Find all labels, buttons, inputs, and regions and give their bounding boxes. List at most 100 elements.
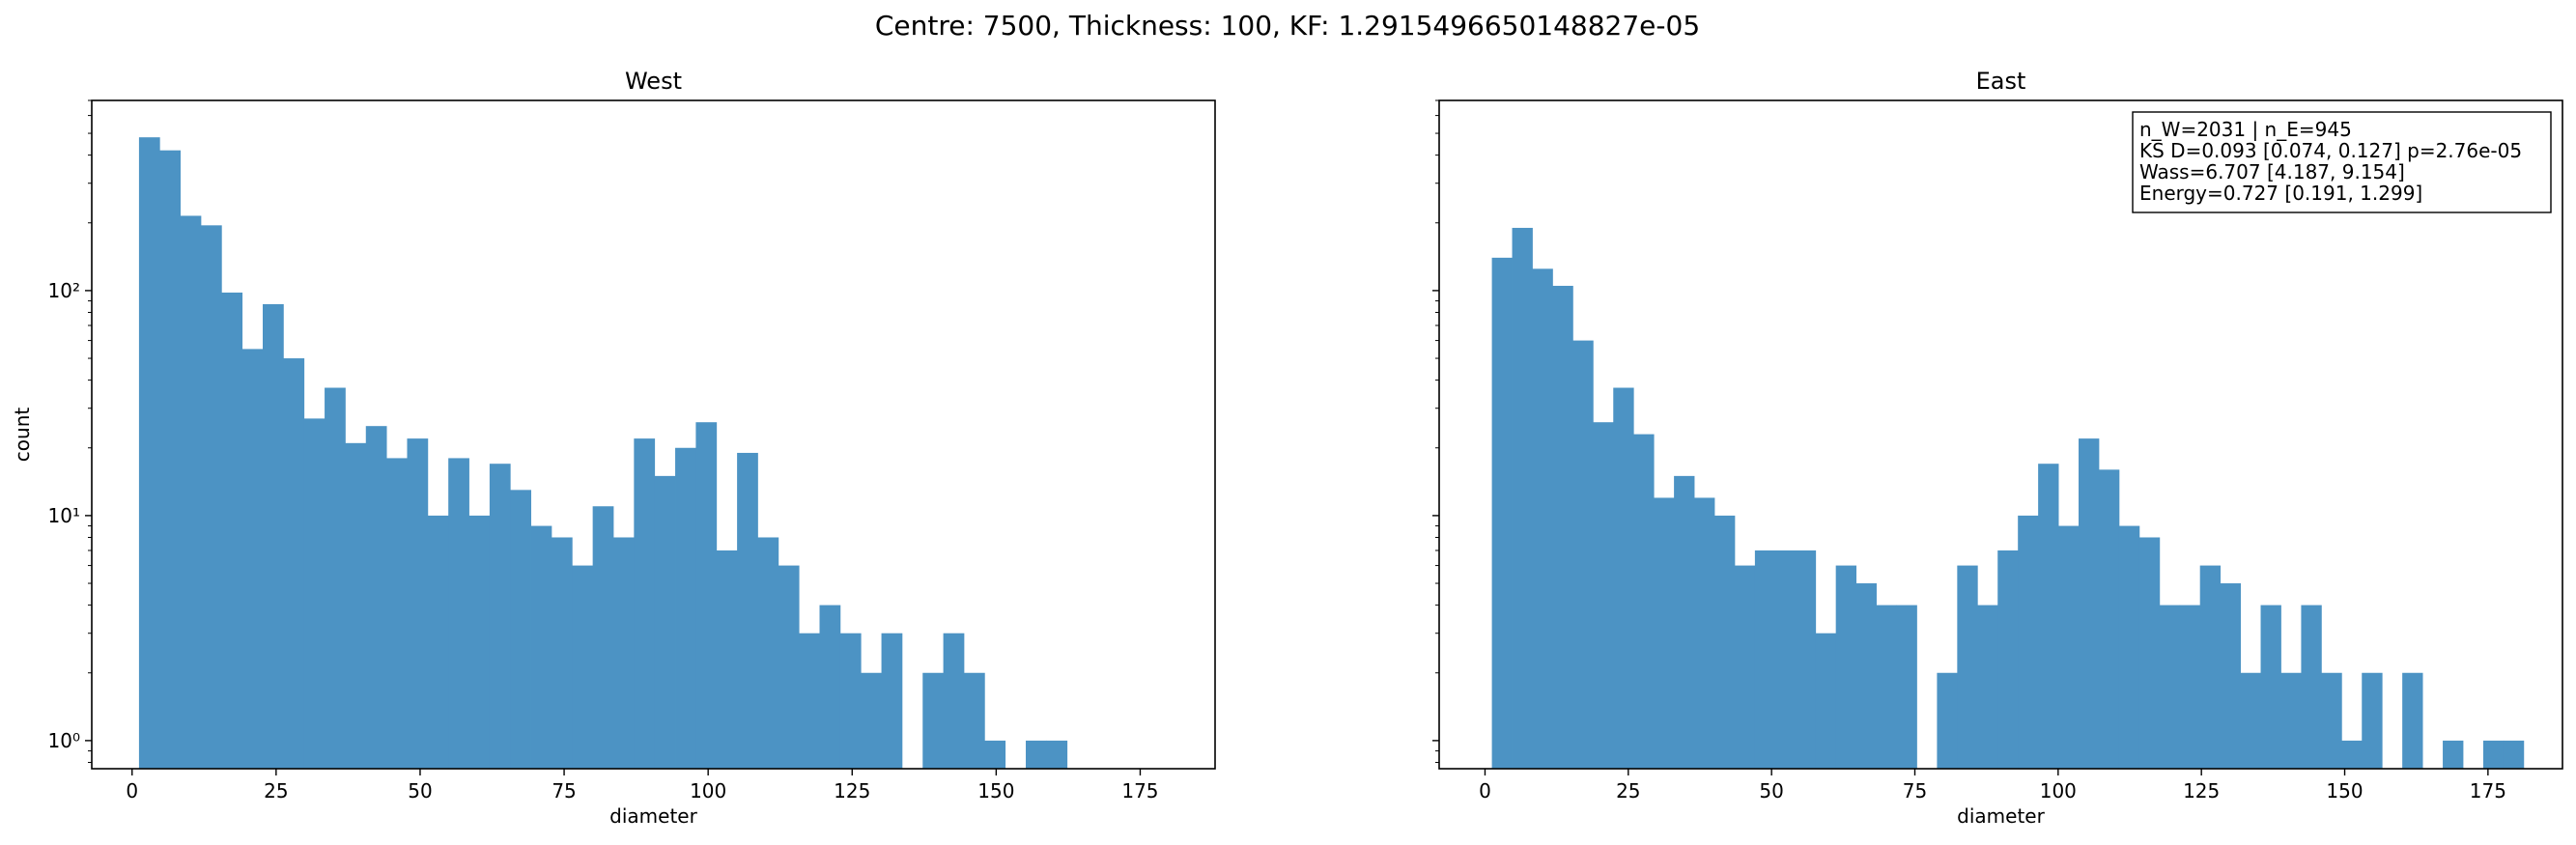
east-histogram-bar	[2482, 740, 2505, 769]
east-histogram-bar	[2321, 672, 2342, 769]
west-histogram-bar	[861, 672, 882, 769]
east-histogram-bar	[2443, 740, 2464, 769]
west-histogram-bar	[241, 349, 264, 769]
east-x-tick-label: 125	[2183, 779, 2220, 803]
west-x-axis-label: diameter	[609, 804, 697, 828]
west-histogram-bar	[159, 150, 182, 769]
east-histogram-bar	[1512, 227, 1533, 769]
west-histogram-bar	[489, 464, 511, 769]
west-histogram-bar	[530, 525, 552, 769]
east-histogram-bar	[2138, 537, 2161, 769]
west-histogram-bar	[716, 549, 738, 769]
east-histogram-bar	[1713, 515, 1736, 769]
east-histogram-bar	[1572, 340, 1594, 769]
west-x-tick-label: 100	[690, 779, 726, 803]
east-histogram-bar	[1633, 434, 1655, 769]
west-histogram-bar	[634, 438, 656, 769]
west-y-tick-label: 10¹	[48, 504, 80, 527]
figure-title: Centre: 7500, Thickness: 100, KF: 1.2915…	[875, 10, 1700, 42]
west-histogram-bar	[303, 418, 326, 769]
stats-line: Energy=0.727 [0.191, 1.299]	[2139, 182, 2422, 205]
east-histogram-bar	[2079, 438, 2100, 769]
west-histogram-bar	[345, 442, 367, 769]
west-histogram-bar	[510, 490, 531, 769]
east-histogram-bar	[2118, 525, 2140, 769]
east-histogram-bar	[2058, 525, 2080, 769]
panel-east: 0 25 50 75 100 125 150 175 East diameter n_W=2031 …	[1432, 68, 2563, 828]
west-histogram-bar	[695, 422, 718, 769]
east-x-axis-label: diameter	[1957, 804, 2045, 828]
east-histogram-bar	[1654, 497, 1675, 769]
east-histogram-bar	[1593, 422, 1614, 769]
west-panel-title: West	[625, 68, 682, 95]
west-histogram-bar	[984, 740, 1006, 769]
west-histogram-bar	[943, 633, 965, 769]
west-histogram-bar	[819, 605, 841, 769]
west-histogram-bar	[551, 537, 573, 769]
west-y-tick-label: 10⁰	[48, 729, 80, 752]
east-histogram-bar	[2260, 605, 2281, 769]
east-histogram-bar	[2159, 605, 2181, 769]
stats-line: Wass=6.707 [4.187, 9.154]	[2139, 160, 2405, 183]
east-histogram-bar	[1957, 565, 1978, 769]
west-histogram-bar	[757, 537, 779, 769]
west-histogram-bar	[778, 565, 800, 769]
west-histogram-bar	[386, 458, 408, 769]
west-histogram-bar	[283, 358, 305, 769]
panel-west: 0 25 50 75 100 125 150 175 10⁰ 10¹ 10² West diameter…	[11, 68, 1216, 828]
west-histogram-bar	[612, 537, 635, 769]
west-histogram-bar	[1046, 740, 1068, 769]
west-histogram-bar	[675, 447, 696, 769]
east-histogram-bar	[1977, 605, 1998, 769]
east-x-tick-label: 150	[2326, 779, 2363, 803]
east-histogram-bar	[1774, 549, 1797, 769]
west-axes-frame	[91, 99, 1216, 770]
west-histogram-bar	[427, 515, 449, 769]
west-x-tick-label: 0	[126, 779, 138, 803]
east-histogram-bar	[1694, 497, 1715, 769]
east-histogram-bar	[1674, 475, 1695, 769]
west-histogram-bar	[325, 387, 346, 769]
west-x-tick-label: 175	[1121, 779, 1158, 803]
east-histogram-bar	[1997, 549, 2019, 769]
east-histogram-bar	[2199, 565, 2222, 769]
west-histogram-bar	[922, 672, 945, 769]
east-histogram-bar	[1532, 268, 1553, 769]
east-panel-title: East	[1976, 68, 2026, 95]
west-histogram-bar	[839, 633, 862, 769]
west-histogram-bar	[448, 458, 469, 769]
west-histogram-bar	[799, 633, 820, 769]
east-histogram-bar	[2220, 583, 2241, 769]
west-histogram-bar	[592, 506, 614, 769]
east-histogram-bar	[2018, 515, 2039, 769]
west-histogram-bar	[468, 515, 491, 769]
stats-box	[2132, 111, 2552, 213]
east-histogram-bar	[1754, 549, 1776, 769]
east-histogram-bar	[2038, 464, 2059, 769]
east-histogram-bar	[1835, 565, 1857, 769]
west-histogram-bar	[200, 225, 222, 769]
stats-line: n_W=2031 | n_E=945	[2139, 118, 2352, 141]
west-histogram-bar	[1026, 740, 1047, 769]
west-x-tick-label: 25	[264, 779, 288, 803]
west-histogram-bar	[654, 475, 676, 769]
east-histogram-bar	[1815, 633, 1837, 769]
east-histogram-bar	[2402, 672, 2423, 769]
west-histogram-bar	[138, 137, 160, 769]
east-histogram-bar	[1734, 565, 1756, 769]
west-histogram-bar	[407, 438, 429, 769]
east-x-tick-label: 25	[1616, 779, 1640, 803]
east-histogram-bar	[2280, 672, 2302, 769]
east-histogram-bar	[1552, 285, 1573, 769]
west-histogram-bar	[881, 633, 903, 769]
west-histogram-bar	[365, 426, 387, 769]
east-histogram-bar	[1855, 583, 1877, 769]
west-x-tick-label: 125	[834, 779, 870, 803]
east-histogram-bar	[2362, 672, 2383, 769]
west-y-tick-label: 10²	[48, 279, 80, 302]
east-histogram-bar	[1937, 672, 1958, 769]
east-x-tick-label: 50	[1759, 779, 1783, 803]
east-x-tick-label: 0	[1479, 779, 1491, 803]
east-histogram-bar	[2098, 469, 2120, 769]
